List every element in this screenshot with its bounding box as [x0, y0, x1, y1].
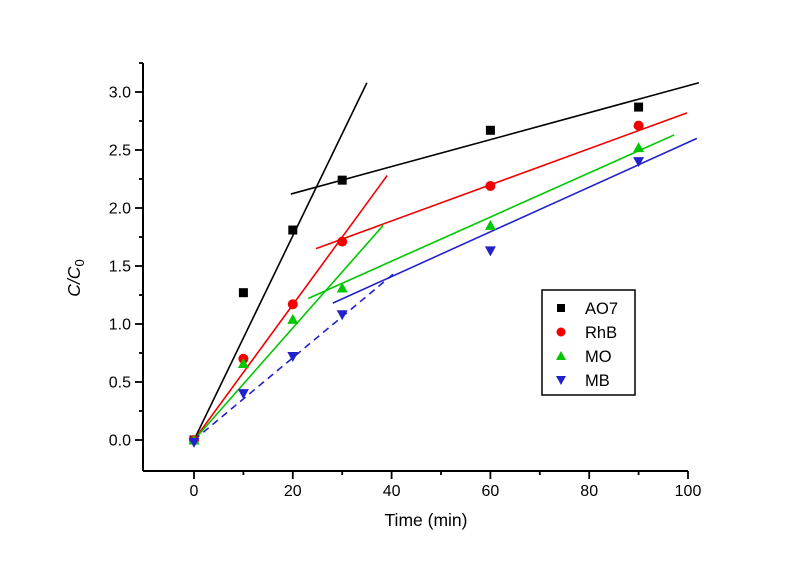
fit-line-rhb: [315, 112, 688, 250]
data-point-rhb: [287, 299, 298, 310]
legend-label-rhb: RhB: [585, 324, 617, 342]
x-axis-title: Time (min): [385, 510, 468, 530]
data-point-rhb: [633, 120, 644, 131]
data-point-mb: [237, 389, 249, 400]
y-axis-title: C/C0: [64, 259, 87, 296]
legend-marker-ao7: [557, 304, 565, 312]
data-point-ao7: [288, 225, 298, 235]
fit-line-mo: [307, 134, 675, 300]
fit-line-mb-dashed: [193, 271, 397, 441]
data-point-mb: [633, 157, 645, 168]
data-point-mo: [633, 142, 645, 153]
legend-marker-mb: [556, 376, 566, 385]
data-point-ao7: [634, 102, 644, 112]
data-point-mb: [484, 246, 496, 257]
fit-line-mo: [193, 224, 384, 441]
legend-marker-mo: [556, 351, 566, 360]
series-mb: [188, 157, 645, 448]
x-tick-label: 100: [675, 483, 702, 500]
legend-group: AO7 RhB MO MB: [541, 289, 636, 396]
legend-marker-rhb: [556, 327, 566, 337]
data-point-mo: [287, 313, 299, 324]
data-point-ao7: [485, 125, 495, 135]
y-tick-label: 0.5: [109, 375, 131, 392]
fit-line-mb: [332, 137, 698, 304]
data-point-rhb: [337, 236, 348, 247]
series-rhb: [189, 120, 644, 445]
tick-labels-group: 0 20 40 60 80 100 0.0 0.5 1.0 1.5 2.0 2.5 3.0: [109, 85, 702, 501]
x-tick-label: 80: [580, 483, 598, 500]
x-tick-label: 60: [482, 483, 500, 500]
axes-group: [135, 62, 689, 479]
data-point-ao7: [337, 175, 347, 185]
data-point-mo: [336, 282, 348, 293]
x-tick-label: 40: [383, 483, 401, 500]
data-point-rhb: [485, 180, 496, 191]
data-markers-group: [188, 102, 645, 448]
data-point-mb: [336, 310, 348, 321]
y-axis-title-main: C/C: [64, 266, 84, 297]
x-tick-label: 0: [190, 483, 199, 500]
y-tick-label: 0.0: [109, 433, 131, 450]
data-point-ao7: [238, 288, 248, 298]
y-tick-label: 2.5: [109, 143, 131, 160]
legend-label-mb: MB: [585, 372, 610, 390]
y-tick-label: 1.0: [109, 317, 131, 334]
x-tick-label: 20: [284, 483, 302, 500]
data-point-mb: [287, 351, 299, 362]
fit-line-ao7: [193, 82, 368, 441]
fit-line-ao7: [290, 81, 700, 195]
data-point-mb: [188, 437, 200, 448]
y-tick-label: 3.0: [109, 85, 131, 102]
y-tick-label: 2.0: [109, 201, 131, 218]
data-point-mo: [237, 357, 249, 368]
y-axis-title-sub: 0: [72, 259, 87, 266]
data-point-mo: [484, 219, 496, 230]
legend-label-ao7: AO7: [585, 300, 618, 318]
y-tick-label: 1.5: [109, 259, 131, 276]
legend-label-mo: MO: [585, 348, 612, 366]
